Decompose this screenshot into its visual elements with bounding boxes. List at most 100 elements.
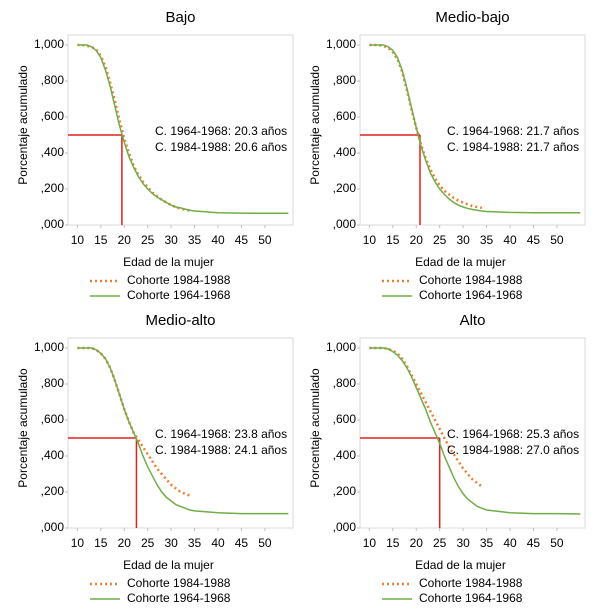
legend-label: Cohorte 1984-1988 <box>419 273 523 287</box>
y-tick-label: ,600 <box>333 109 357 123</box>
annotation: C. 1984-1988: 21.7 años <box>447 140 579 154</box>
y-tick-label: ,800 <box>41 73 65 87</box>
panel: Medio-alto ,000 ,200 ,400 ,600 ,800 1,000 10 15 2… <box>16 312 294 605</box>
x-tick-label: 25 <box>433 536 447 550</box>
x-tick-label: 25 <box>141 233 155 247</box>
x-tick-label: 45 <box>235 536 249 550</box>
x-tick-label: 20 <box>410 233 424 247</box>
x-tick-label: 30 <box>164 536 178 550</box>
y-tick-label: ,400 <box>333 145 357 159</box>
annotation: C. 1984-1988: 20.6 años <box>155 140 287 154</box>
y-tick-label: ,800 <box>333 376 357 390</box>
panel-title: Bajo <box>165 9 195 26</box>
x-tick-label: 25 <box>433 233 447 247</box>
x-tick-label: 30 <box>456 233 470 247</box>
annotation: C. 1964-1968: 21.7 años <box>447 124 579 138</box>
annotation: C. 1964-1968: 25.3 años <box>447 427 579 441</box>
y-tick-label: ,200 <box>333 484 357 498</box>
x-tick-label: 30 <box>456 536 470 550</box>
legend-label: Cohorte 1984-1988 <box>127 273 231 287</box>
x-axis-label: Edad de la mujer <box>415 255 506 269</box>
x-tick-label: 10 <box>363 233 377 247</box>
x-tick-label: 45 <box>527 536 541 550</box>
x-tick-label: 35 <box>480 536 494 550</box>
x-tick-label: 40 <box>503 233 517 247</box>
series-line <box>369 44 581 214</box>
y-tick-label: ,600 <box>333 412 357 426</box>
legend-label: Cohorte 1964-1968 <box>127 288 231 302</box>
panel: Medio-bajo ,000 ,200 ,400 ,600 ,800 1,000 10 15 2… <box>308 9 586 302</box>
x-tick-label: 45 <box>235 233 249 247</box>
x-tick-label: 15 <box>386 536 400 550</box>
x-tick-label: 35 <box>188 233 202 247</box>
y-tick-label: ,600 <box>41 109 65 123</box>
y-axis-label: Porcentaje acumulado <box>16 368 30 488</box>
y-tick-label: ,200 <box>333 181 357 195</box>
y-tick-label: ,000 <box>333 217 357 231</box>
y-tick-label: ,000 <box>333 520 357 534</box>
x-axis-label: Edad de la mujer <box>415 558 506 572</box>
x-tick-label: 15 <box>94 536 108 550</box>
y-tick-label: ,400 <box>333 448 357 462</box>
y-tick-label: 1,000 <box>34 37 64 51</box>
legend-label: Cohorte 1964-1968 <box>419 288 523 302</box>
plot-frame <box>67 337 294 529</box>
x-tick-label: 20 <box>118 536 132 550</box>
x-tick-label: 10 <box>363 536 377 550</box>
x-tick-label: 50 <box>550 536 564 550</box>
panel-title: Medio-bajo <box>435 9 509 26</box>
x-tick-label: 10 <box>71 233 85 247</box>
series-line <box>369 347 581 515</box>
y-tick-label: 1,000 <box>326 37 356 51</box>
annotation: C. 1964-1968: 20.3 años <box>155 124 287 138</box>
x-tick-label: 10 <box>71 536 85 550</box>
plot-frame <box>359 337 586 529</box>
y-axis-label: Porcentaje acumulado <box>308 65 322 185</box>
panel-title: Alto <box>460 312 486 329</box>
y-tick-label: 1,000 <box>326 340 356 354</box>
y-tick-label: ,800 <box>41 376 65 390</box>
panel: Bajo ,000 ,200 ,400 ,600 ,800 1,000 10 15 20 25 30 3… <box>16 9 294 302</box>
y-tick-label: ,600 <box>41 412 65 426</box>
legend-label: Cohorte 1964-1968 <box>419 591 523 605</box>
x-tick-label: 15 <box>94 233 108 247</box>
legend-label: Cohorte 1984-1988 <box>127 576 231 590</box>
y-tick-label: ,400 <box>41 145 65 159</box>
x-axis-label: Edad de la mujer <box>123 558 214 572</box>
x-tick-label: 30 <box>164 233 178 247</box>
x-axis-label: Edad de la mujer <box>123 255 214 269</box>
y-tick-label: ,000 <box>41 520 65 534</box>
y-tick-label: ,400 <box>41 448 65 462</box>
annotation: C. 1964-1968: 23.8 años <box>155 427 287 441</box>
y-tick-label: ,200 <box>41 484 65 498</box>
x-tick-label: 50 <box>258 233 272 247</box>
annotation: C. 1984-1988: 27.0 años <box>447 443 579 457</box>
y-axis-label: Porcentaje acumulado <box>308 368 322 488</box>
x-tick-label: 45 <box>527 233 541 247</box>
x-tick-label: 20 <box>410 536 424 550</box>
x-tick-label: 40 <box>211 536 225 550</box>
x-tick-label: 15 <box>386 233 400 247</box>
annotation: C. 1984-1988: 24.1 años <box>155 443 287 457</box>
x-tick-label: 35 <box>480 233 494 247</box>
y-tick-label: ,200 <box>41 181 65 195</box>
y-axis-label: Porcentaje acumulado <box>16 65 30 185</box>
panel: Alto ,000 ,200 ,400 ,600 ,800 1,000 10 15 20 25 30 3… <box>308 312 586 605</box>
legend-label: Cohorte 1984-1988 <box>419 576 523 590</box>
plot-frame <box>359 34 586 226</box>
x-tick-label: 40 <box>211 233 225 247</box>
legend-label: Cohorte 1964-1968 <box>127 591 231 605</box>
x-tick-label: 35 <box>188 536 202 550</box>
y-tick-label: ,800 <box>333 73 357 87</box>
plot-frame <box>67 34 294 226</box>
x-tick-label: 50 <box>258 536 272 550</box>
x-tick-label: 20 <box>118 233 132 247</box>
x-tick-label: 40 <box>503 536 517 550</box>
x-tick-label: 25 <box>141 536 155 550</box>
series-line <box>77 346 191 497</box>
series-line <box>369 346 483 488</box>
panel-title: Medio-alto <box>145 312 215 329</box>
series-line <box>77 44 289 215</box>
series-line <box>77 347 289 515</box>
